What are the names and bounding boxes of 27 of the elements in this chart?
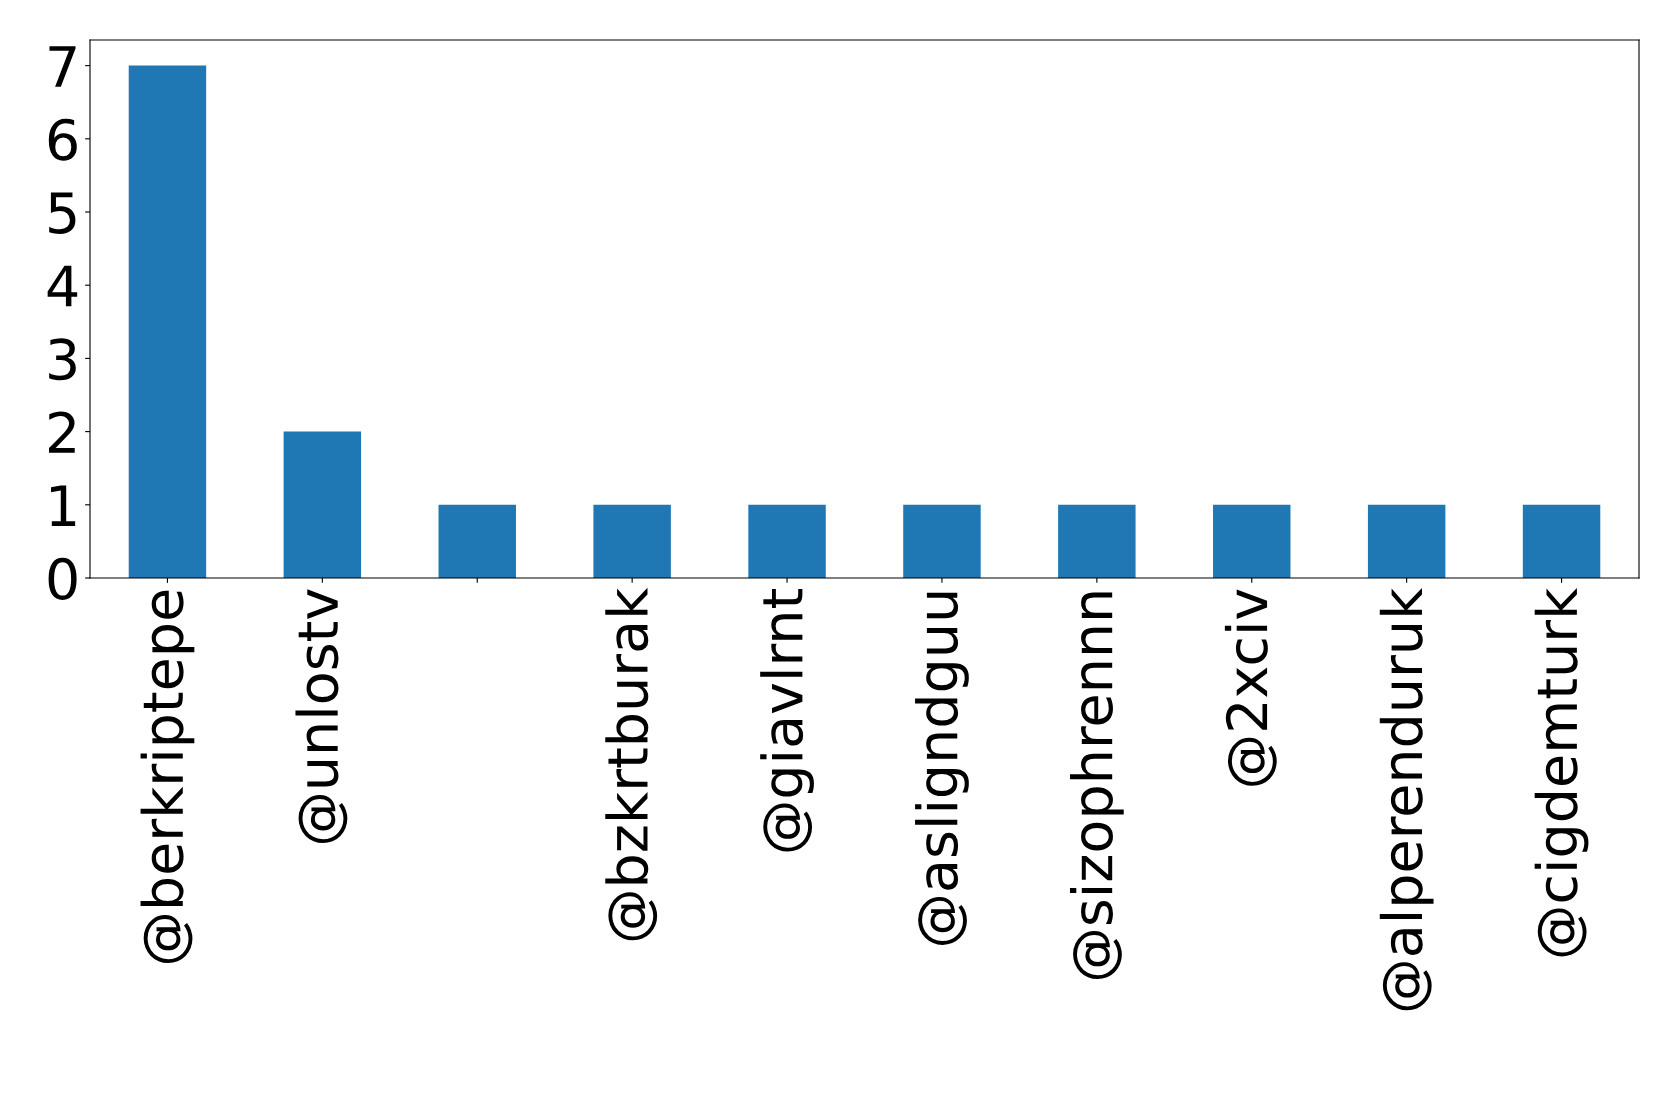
y-tick-label: 4 [47, 265, 78, 307]
bar [283, 431, 362, 578]
bar [903, 504, 981, 578]
bar [748, 504, 826, 578]
x-tick-label: @2xciv [1224, 589, 1277, 786]
bar [593, 504, 671, 578]
bar [438, 504, 516, 578]
bar [1367, 504, 1446, 578]
x-tick-label: @alperenduruk [1379, 587, 1434, 1011]
x-tick-label: @asligndguu [915, 592, 969, 945]
bar [1522, 504, 1601, 578]
bar [1058, 504, 1136, 578]
y-tick-label: 6 [48, 118, 77, 161]
x-tick-label: @sizophrennn [1069, 592, 1124, 980]
x-tick-label: @giavlrnt [760, 589, 814, 852]
x-tick-label: @bzkrtburak [605, 587, 658, 941]
x-tick-label: @unlostv [295, 589, 348, 844]
x-tick-label: @berkriptepe [140, 590, 195, 964]
y-tick-label: 3 [49, 338, 76, 381]
bar [128, 65, 207, 578]
y-tick-label: 0 [48, 557, 77, 600]
x-tick-label: @cigdemturk [1534, 587, 1589, 957]
y-tick-label: 2 [49, 411, 75, 453]
y-tick-label: 7 [49, 46, 76, 87]
bar [1213, 504, 1291, 578]
y-tick-label: 1 [51, 485, 76, 526]
y-tick-label: 5 [49, 192, 76, 234]
